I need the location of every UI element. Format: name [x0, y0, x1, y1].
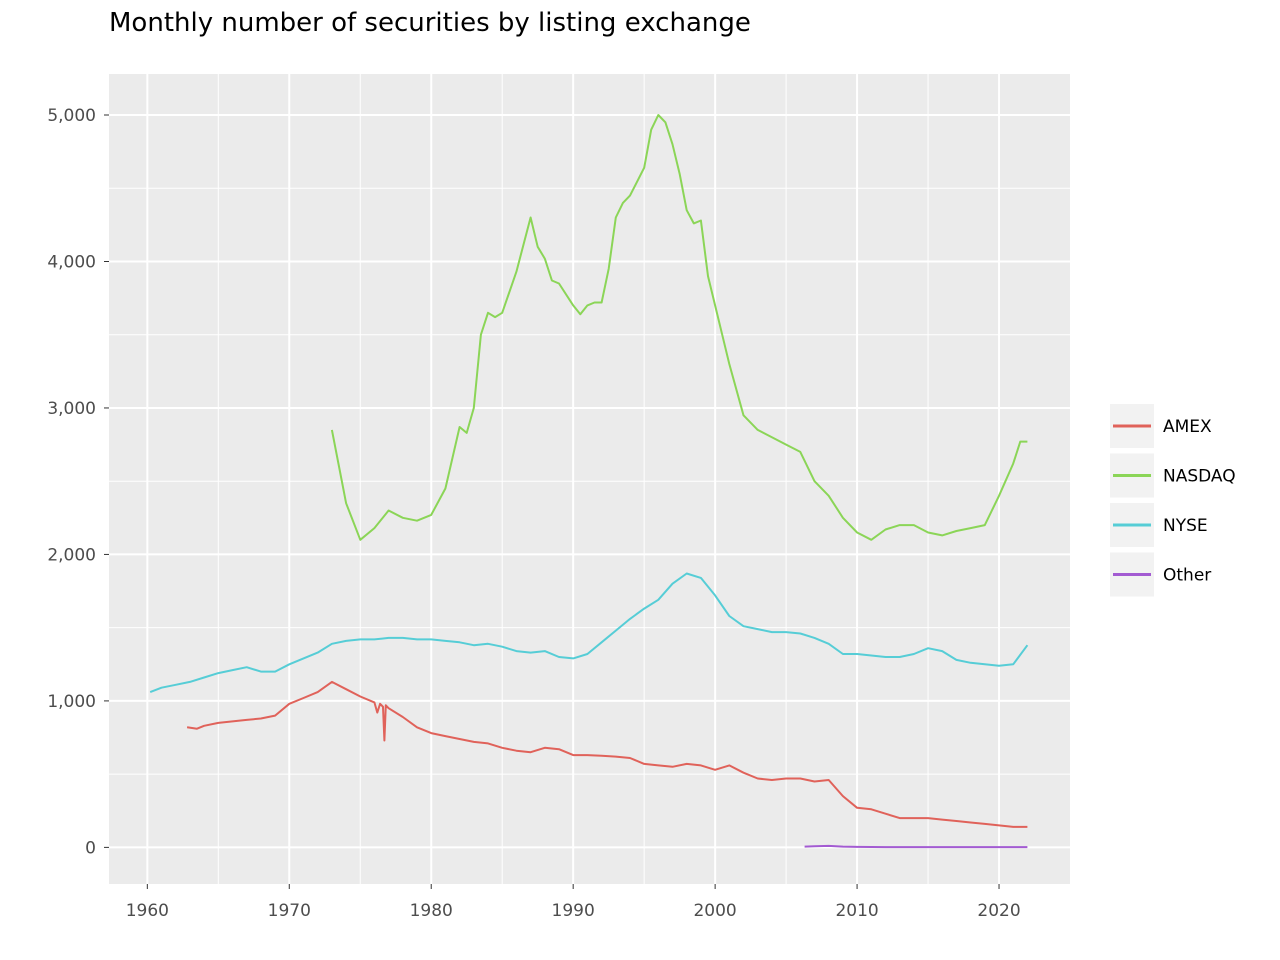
series-line-other	[804, 844, 1028, 849]
series-layer	[149, 114, 1029, 849]
series-line-amex	[186, 680, 1028, 828]
legend-label-nyse: NYSE	[1163, 516, 1208, 536]
y-tick-label: 5,000	[47, 106, 96, 126]
legend: AMEX NASDAQ NYSE Other	[1110, 404, 1236, 597]
y-tick-label: 4,000	[47, 252, 96, 272]
x-tick-label: 1960	[126, 901, 169, 921]
series-line-nyse	[149, 572, 1029, 694]
y-tick-label: 0	[85, 838, 96, 858]
legend-label-nasdaq: NASDAQ	[1163, 467, 1236, 487]
plot-panel	[109, 74, 1070, 884]
x-tick-label: 1970	[268, 901, 311, 921]
x-tick-label: 1980	[410, 901, 453, 921]
x-tick-label: 2000	[693, 901, 736, 921]
x-tick-label: 2020	[977, 901, 1020, 921]
chart-title: Monthly number of securities by listing …	[109, 8, 751, 38]
x-tick-label: 1990	[552, 901, 595, 921]
x-tick-label: 2010	[835, 901, 878, 921]
legend-label-other: Other	[1163, 566, 1211, 586]
y-tick-label: 2,000	[47, 545, 96, 565]
y-tick-label: 3,000	[47, 399, 96, 419]
axis-layer: 1960 1970 1980 1990 2000 2010 2020 0 1,000 2,000 3…	[47, 106, 1020, 921]
legend-label-amex: AMEX	[1163, 417, 1212, 437]
y-tick-label: 1,000	[47, 692, 96, 712]
series-line-nasdaq	[330, 114, 1028, 541]
